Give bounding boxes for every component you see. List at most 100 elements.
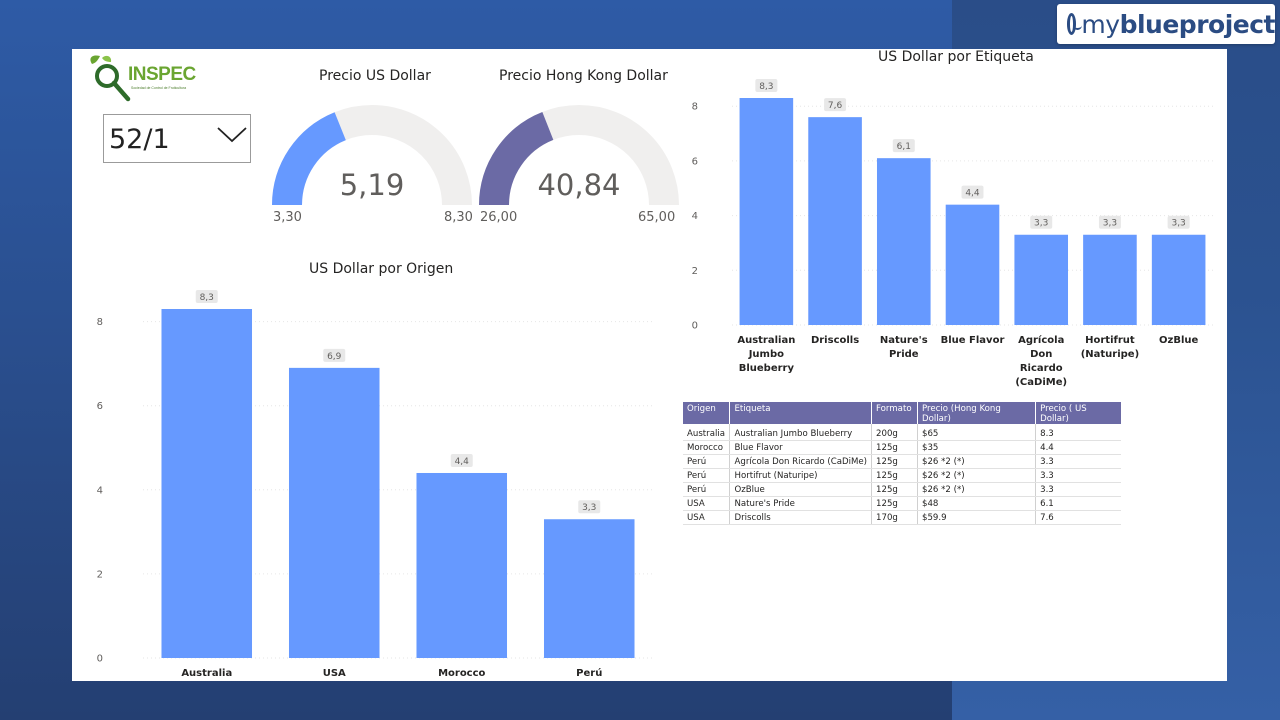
table-row[interactable]: Australia Australian Jumbo Blueberry 200g $… <box>683 424 1121 441</box>
category-label: Australia <box>181 668 232 679</box>
category-label: Nature's Pride <box>880 335 928 360</box>
table-cell: $35 <box>917 440 1037 455</box>
brand-logo: myblueproject <box>1057 4 1276 44</box>
table-cell: $26 *2 (*) <box>917 482 1037 497</box>
inspec-logo-icon <box>90 55 131 102</box>
gauge-hkd[interactable] <box>479 104 679 208</box>
chart-origen-title: US Dollar por Origen <box>309 261 454 277</box>
table-row[interactable]: Perú Agrícola Don Ricardo (CaDiMe) 125g $26… <box>683 454 1121 469</box>
data-label-bg <box>892 139 915 153</box>
data-label: 3,3 <box>1103 219 1117 229</box>
gauge-fill <box>272 112 347 206</box>
category-label: Morocco <box>438 668 485 679</box>
data-label: 4,4 <box>965 189 980 199</box>
gauge-usd-value: 5,19 <box>339 168 405 202</box>
data-label: 8,3 <box>759 82 773 92</box>
gauge-usd[interactable] <box>272 104 472 208</box>
bar[interactable] <box>1151 234 1206 325</box>
gauge-fill <box>479 111 554 206</box>
category-label: USA <box>323 668 346 679</box>
gauge-hkd-max: 65,00 <box>638 210 676 225</box>
table-cell: 125g <box>871 440 918 455</box>
data-label-bg <box>1030 215 1053 229</box>
category-label: Australian Jumbo Blueberry <box>737 335 795 374</box>
logo-subtitle: Sociedad de Control de Fruticultura <box>131 86 187 90</box>
table-cell: 8.3 <box>1035 424 1121 441</box>
bar[interactable] <box>416 472 508 658</box>
y-tick-label: 8 <box>97 317 103 328</box>
brand-text: myblueproject <box>1081 9 1275 39</box>
table-cell: 125g <box>871 496 918 511</box>
gauge-hkd-min: 26,00 <box>480 210 518 225</box>
data-label: 6,1 <box>897 142 911 152</box>
table-row[interactable]: Morocco Blue Flavor 125g $35 4.4 <box>683 440 1121 455</box>
data-label: 6,9 <box>327 352 342 362</box>
table-cell: 6.1 <box>1035 496 1121 511</box>
blueberry-icon <box>1067 13 1083 35</box>
table-header-cell[interactable]: Formato <box>871 402 918 424</box>
table-header-cell[interactable]: Origen <box>683 402 731 424</box>
chevron-down-icon <box>217 127 247 143</box>
bar[interactable] <box>876 158 931 325</box>
bar[interactable] <box>288 367 380 658</box>
table-row[interactable]: Perú OzBlue 125g $26 *2 (*) 3.3 <box>683 482 1121 497</box>
table-cell: Perú <box>683 482 731 497</box>
table-cell: 170g <box>871 510 918 525</box>
table-cell: Morocco <box>683 440 731 455</box>
table-header-row: Origen Etiqueta Formato Precio (Hong Kong D… <box>683 402 1121 424</box>
slicer-value: 52/1 <box>109 124 170 155</box>
gauge-hkd-title: Precio Hong Kong Dollar <box>499 68 668 84</box>
table-row[interactable]: USA Driscolls 170g $59.9 7.6 <box>683 510 1121 525</box>
bar[interactable] <box>808 117 862 325</box>
chart-etiqueta[interactable]: 0 2 4 6 8 8,3 Australian Jumbo Blueberry 7,6 Drisc… <box>680 70 1220 400</box>
y-tick-label: 4 <box>97 485 103 496</box>
category-label: Blue Flavor <box>941 335 1005 346</box>
category-label: Agrícola Don Ricardo (CaDiMe) <box>1015 334 1067 388</box>
table-cell: Driscolls <box>729 510 873 525</box>
data-label-bg <box>195 290 218 303</box>
y-tick-label: 2 <box>97 569 103 580</box>
table-cell: 4.4 <box>1035 440 1121 455</box>
bar[interactable] <box>945 204 1000 325</box>
y-tick-label: 8 <box>692 102 698 113</box>
table-cell: 200g <box>871 424 918 441</box>
data-label-bg <box>961 185 984 199</box>
table-cell: $48 <box>917 496 1037 511</box>
gauge-usd-title: Precio US Dollar <box>319 68 431 84</box>
table-cell: $59.9 <box>917 510 1037 525</box>
logo-text: INSPEC <box>128 64 196 85</box>
data-label: 3,3 <box>582 503 596 513</box>
gauge-usd-min: 3,30 <box>273 210 302 225</box>
table-row[interactable]: Perú Hortifrut (Naturipe) 125g $26 *2 (*) 3.… <box>683 468 1121 483</box>
bar[interactable] <box>739 98 794 325</box>
data-label: 3,3 <box>1171 219 1185 229</box>
table-header-cell[interactable]: Precio (Hong Kong Dollar) <box>917 402 1037 424</box>
chart-origen[interactable]: 0 2 4 6 8 8,3 Australia 6,9 USA 4,4 Morocco 3,3 Perú <box>85 282 665 679</box>
y-tick-label: 0 <box>692 321 698 332</box>
data-label-bg <box>755 79 778 92</box>
table-cell: USA <box>683 496 731 511</box>
y-tick-label: 2 <box>692 266 698 277</box>
table-cell: 3.3 <box>1035 454 1121 469</box>
bar[interactable] <box>543 519 635 658</box>
table-cell: Perú <box>683 468 731 483</box>
table-header-cell[interactable]: Etiqueta <box>729 402 873 424</box>
data-label: 4,4 <box>455 457 470 467</box>
category-label: Driscolls <box>811 335 859 346</box>
bar[interactable] <box>161 309 253 658</box>
bar[interactable] <box>1014 234 1069 325</box>
table-cell: $26 *2 (*) <box>917 454 1037 469</box>
table-cell: $26 *2 (*) <box>917 468 1037 483</box>
table-cell: Australia <box>683 424 731 441</box>
data-label-bg <box>824 98 847 112</box>
price-table: Origen Etiqueta Formato Precio (Hong Kong D… <box>683 402 1121 525</box>
gauge-hkd-value: 40,84 <box>537 168 621 202</box>
week-slicer-dropdown[interactable]: 52/1 <box>103 114 251 163</box>
table-header-cell[interactable]: Precio ( US Dollar) <box>1035 402 1121 424</box>
table-cell: 125g <box>871 468 918 483</box>
y-tick-label: 4 <box>692 211 698 222</box>
table-row[interactable]: USA Nature's Pride 125g $48 6.1 <box>683 496 1121 511</box>
category-label: Perú <box>576 667 602 679</box>
data-label-bg <box>450 453 473 467</box>
bar[interactable] <box>1083 234 1137 325</box>
